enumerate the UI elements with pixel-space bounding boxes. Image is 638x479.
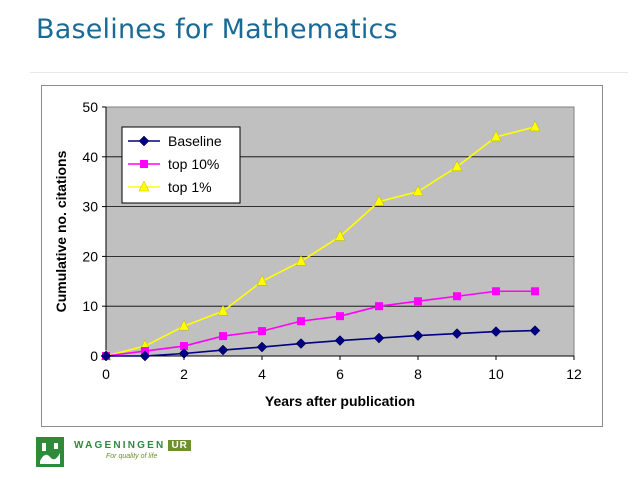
data-point-top-1 bbox=[295, 254, 307, 266]
data-point-top-1 bbox=[451, 160, 463, 171]
data-point-baseline bbox=[100, 350, 112, 362]
x-tick-label: 8 bbox=[414, 366, 422, 382]
legend-marker-baseline bbox=[138, 135, 150, 147]
data-point-top-1 bbox=[334, 230, 346, 241]
data-point-top-1 bbox=[412, 185, 424, 196]
data-point-baseline bbox=[529, 325, 541, 336]
legend-label-top-1: top 1% bbox=[168, 179, 212, 195]
y-tick-label: 10 bbox=[82, 298, 98, 314]
series-line-top-1 bbox=[105, 126, 536, 357]
data-point-top-10 bbox=[375, 302, 383, 311]
data-point-top-1 bbox=[178, 319, 190, 331]
data-point-top-10 bbox=[453, 292, 461, 301]
x-tick-label: 6 bbox=[336, 366, 344, 382]
data-point-top-10 bbox=[531, 287, 539, 296]
y-axis-label: Cumulative no. citations bbox=[53, 150, 69, 312]
legend-marker-top-10 bbox=[140, 160, 148, 168]
slide-title: Baselines for Mathematics bbox=[36, 14, 398, 45]
data-point-top-1 bbox=[256, 274, 268, 286]
data-point-top-10 bbox=[336, 312, 344, 321]
wageningen-logo: WAGENINGEN UR For quality of life bbox=[36, 437, 206, 471]
legend-label-baseline: Baseline bbox=[168, 133, 222, 149]
data-point-baseline bbox=[139, 350, 151, 362]
y-tick-label: 30 bbox=[82, 199, 98, 215]
legend-label-top-10: top 10% bbox=[168, 156, 219, 172]
x-axis-label: Years after publication bbox=[265, 393, 415, 409]
chart-frame: 0 10 20 30 40 50 0 2 4 6 8 10 12 Years after publicat… bbox=[41, 85, 603, 427]
data-point-top-10 bbox=[180, 342, 188, 351]
y-tick-label: 0 bbox=[90, 348, 98, 364]
line-chart: 0 10 20 30 40 50 0 2 4 6 8 10 12 Years after publicat… bbox=[53, 99, 582, 409]
logo-name: WAGENINGEN bbox=[74, 440, 166, 451]
data-point-top-1 bbox=[490, 130, 502, 142]
data-point-top-10 bbox=[219, 332, 227, 341]
x-tick-label: 10 bbox=[488, 366, 504, 382]
data-point-top-10 bbox=[492, 287, 500, 296]
x-tick-label: 12 bbox=[566, 366, 582, 382]
series-line-baseline bbox=[106, 329, 536, 357]
data-point-baseline bbox=[373, 332, 385, 344]
data-point-baseline bbox=[451, 328, 463, 339]
logo-wordmark: WAGENINGEN UR bbox=[74, 440, 191, 451]
data-point-top-1 bbox=[373, 195, 385, 206]
y-tick-label: 20 bbox=[82, 248, 98, 264]
y-tick-label: 40 bbox=[82, 149, 98, 165]
x-tick-label: 4 bbox=[258, 366, 266, 382]
data-point-top-1 bbox=[529, 120, 541, 132]
series-line-top-10 bbox=[105, 290, 535, 357]
x-tick-label: 2 bbox=[180, 366, 188, 382]
logo-suffix: UR bbox=[168, 440, 191, 451]
data-point-top-10 bbox=[414, 297, 422, 306]
legend-marker-top-1 bbox=[138, 180, 150, 192]
data-point-baseline bbox=[490, 326, 502, 337]
data-point-baseline bbox=[295, 338, 307, 349]
data-point-baseline bbox=[217, 344, 229, 356]
x-tick-label: 0 bbox=[102, 366, 110, 382]
data-point-baseline bbox=[412, 330, 424, 341]
data-point-baseline bbox=[256, 341, 268, 353]
data-point-top-10 bbox=[297, 317, 305, 326]
logo-tagline: For quality of life bbox=[106, 453, 158, 460]
y-tick-label: 50 bbox=[82, 99, 98, 115]
data-point-baseline bbox=[334, 335, 346, 346]
data-point-baseline bbox=[178, 348, 190, 359]
title-divider bbox=[30, 72, 628, 73]
data-point-top-1 bbox=[217, 304, 229, 316]
wageningen-logo-icon bbox=[36, 437, 64, 467]
data-point-top-10 bbox=[258, 327, 266, 336]
